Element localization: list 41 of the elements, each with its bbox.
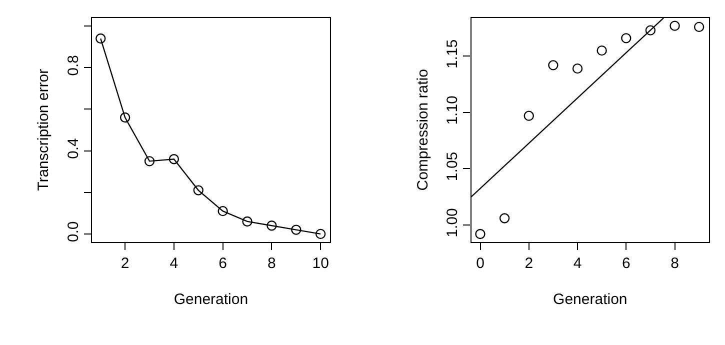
x-tick-label: 8 [670,254,679,272]
point [572,63,583,74]
x-tick-label: 8 [268,254,276,272]
x-tick-label: 6 [218,254,227,272]
point [548,60,558,70]
y-tick-label: 0.8 [64,54,82,76]
point [596,45,607,56]
point [621,33,632,44]
point [670,20,680,31]
x-tick-label: 2 [120,254,130,272]
y-tick-label: 1.00 [444,208,462,238]
x-tick-label: 6 [622,254,630,272]
x-tick-label: 2 [524,254,534,272]
x-axis-title: Generation [553,290,628,308]
y-tick-label: 0.4 [64,138,82,159]
point [315,228,326,240]
point [120,112,130,123]
x-tick-label: 4 [170,254,178,272]
x-tick-label: 10 [312,254,329,272]
point [524,110,534,121]
y-axis-title: Transcription error [35,68,52,191]
point [475,228,486,240]
point [144,156,155,166]
y-tick-label: 1.05 [444,152,462,182]
point [218,206,228,216]
point [193,185,204,196]
x-axis-title: Generation [174,290,248,308]
point [168,154,180,164]
x-tick-label: 4 [573,254,582,272]
y-tick-label: 1.10 [444,96,462,125]
y-tick-label: 1.15 [444,39,462,69]
y-tick-label: 0.0 [64,221,82,242]
point [266,220,277,231]
point [242,216,252,227]
point [645,25,656,36]
point [291,224,302,235]
y-axis-title: Compression ratio [414,69,432,191]
point [96,33,106,44]
point [499,213,510,224]
point [694,22,704,32]
x-tick-label: 0 [476,254,484,272]
